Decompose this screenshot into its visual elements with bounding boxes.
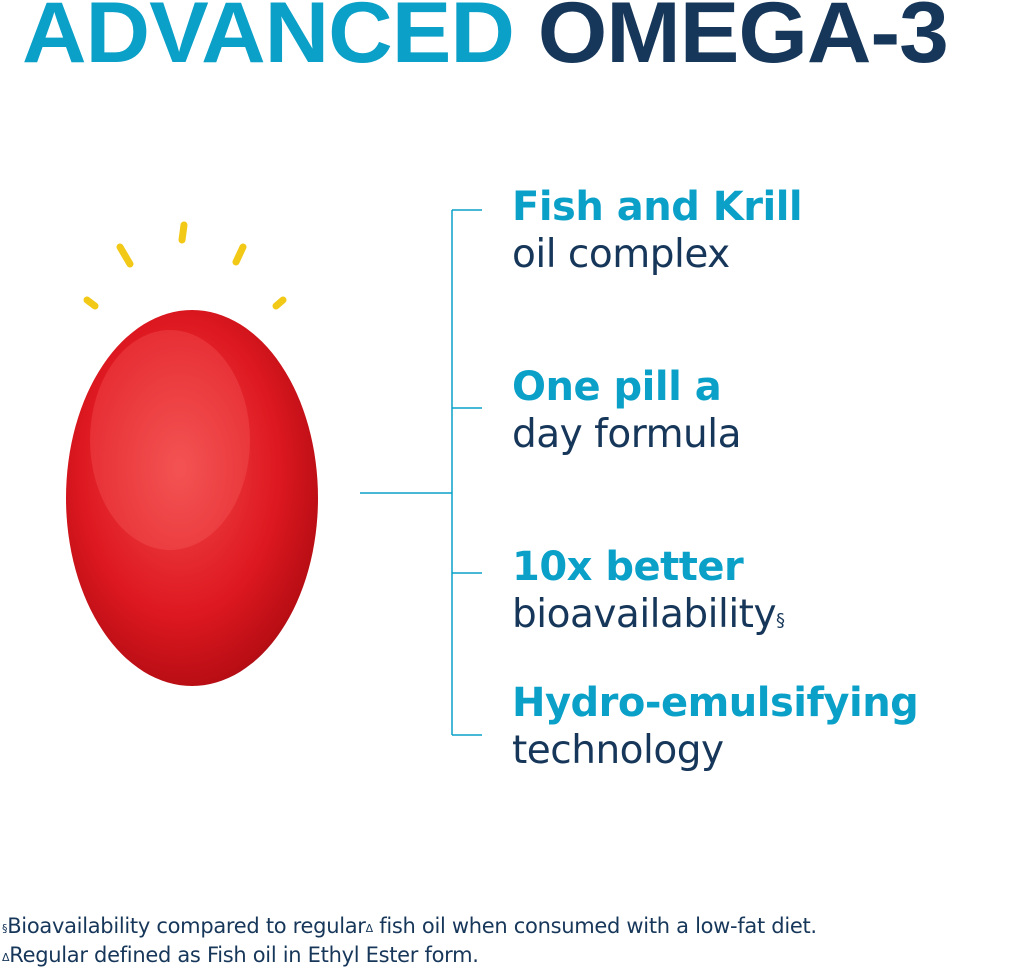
feature-heading: One pill a [512, 364, 722, 410]
feature-text: bioavailability§ [512, 590, 785, 640]
footnotes: §Bioavailability compared to regularΔ fi… [2, 912, 817, 970]
feature-item: One pill a day formula [512, 364, 742, 460]
feature-text-main: bioavailability [512, 592, 777, 637]
feature-item: Hydro-emulsifying technology [512, 680, 919, 776]
feature-heading: 10x better [512, 544, 744, 590]
title-advanced: ADVANCED [22, 0, 515, 81]
footnote-1: §Bioavailability compared to regularΔ fi… [2, 912, 817, 941]
feature-heading: Hydro-emulsifying [512, 680, 919, 726]
feature-heading: Fish and Krill [512, 184, 803, 230]
light-rays-icon [83, 221, 287, 310]
page-title: ADVANCED OMEGA-3 [22, 0, 949, 81]
footnote-mark: Δ [365, 922, 374, 935]
footnote-text: Regular defined as Fish oil in Ethyl Est… [9, 943, 479, 967]
footnote-mark: § [2, 922, 8, 935]
feature-text: oil complex [512, 232, 730, 277]
footnote-mark: Δ [2, 951, 10, 964]
feature-item: 10x better bioavailability§ [512, 544, 785, 640]
feature-text: day formula [512, 412, 742, 457]
footnote-mark: § [776, 610, 785, 631]
title-omega: OMEGA-3 [537, 0, 949, 81]
bracket-connector [360, 209, 482, 736]
feature-text: technology [512, 728, 724, 773]
softgel-capsule-icon [66, 310, 318, 686]
feature-item: Fish and Krill oil complex [512, 184, 803, 280]
footnote-text: fish oil when consumed with a low-fat di… [372, 914, 817, 938]
footnote-2: ΔRegular defined as Fish oil in Ethyl Es… [2, 941, 817, 970]
footnote-text: Bioavailability compared to regular [7, 914, 366, 938]
